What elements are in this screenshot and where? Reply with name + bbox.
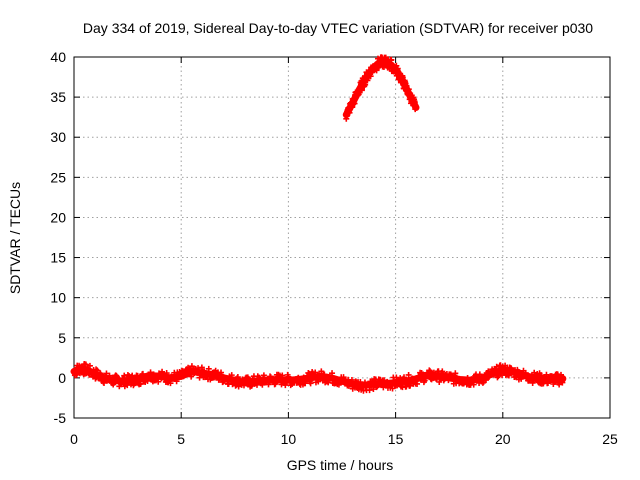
- y-axis-label: SDTVAR / TECUs: [7, 182, 23, 294]
- data-point: [300, 374, 307, 381]
- data-point: [399, 74, 406, 81]
- y-tick-label: 15: [50, 250, 66, 266]
- data-point: [279, 372, 286, 379]
- data-point: [538, 372, 545, 379]
- data-point: [370, 386, 377, 393]
- data-point: [543, 371, 550, 378]
- data-point: [167, 380, 174, 387]
- data-point: [110, 379, 117, 386]
- data-point: [430, 369, 437, 376]
- data-point: [195, 367, 202, 374]
- data-point: [248, 382, 255, 389]
- data-point: [97, 371, 104, 378]
- y-tick-label: -5: [54, 410, 67, 426]
- series: [70, 361, 567, 394]
- data-point: [205, 365, 212, 372]
- x-tick-label: 25: [602, 431, 618, 447]
- data-point: [401, 376, 408, 383]
- y-tick-label: 5: [58, 330, 66, 346]
- x-tick-label: 0: [70, 431, 78, 447]
- data-point: [137, 381, 144, 388]
- data-point: [417, 376, 424, 383]
- data-point: [254, 381, 261, 388]
- data-point: [346, 109, 353, 116]
- data-point: [329, 370, 336, 377]
- data-point: [312, 369, 319, 376]
- data-point: [155, 378, 162, 385]
- data-point: [139, 370, 146, 377]
- y-tick-label: 10: [50, 290, 66, 306]
- data-point: [351, 100, 358, 107]
- x-axis-label: GPS time / hours: [287, 457, 394, 473]
- data-series: [70, 54, 567, 394]
- data-point: [348, 376, 355, 383]
- data-point: [163, 370, 170, 377]
- data-point: [464, 374, 471, 381]
- data-point: [414, 380, 421, 387]
- data-point: [388, 56, 395, 63]
- series: [342, 54, 420, 122]
- data-point: [228, 372, 235, 379]
- data-point: [452, 370, 459, 377]
- data-point: [412, 103, 419, 110]
- x-tick-label: 10: [281, 431, 297, 447]
- y-tick-label: 30: [50, 129, 66, 145]
- plot-frame: [73, 56, 611, 419]
- x-tick-label: 20: [495, 431, 511, 447]
- data-point: [362, 81, 369, 88]
- data-point: [173, 378, 180, 385]
- data-point: [188, 373, 195, 380]
- data-point: [405, 371, 412, 378]
- data-point: [482, 377, 489, 384]
- data-point: [559, 379, 566, 386]
- data-point: [307, 380, 314, 387]
- data-point: [470, 381, 477, 388]
- y-tick-label: 40: [50, 49, 66, 65]
- data-point: [103, 370, 110, 377]
- data-point: [86, 362, 93, 369]
- x-tick-label: 15: [388, 431, 404, 447]
- data-point: [73, 371, 80, 378]
- data-point: [445, 377, 452, 384]
- data-point: [490, 371, 497, 378]
- y-tick-label: 35: [50, 89, 66, 105]
- data-point: [82, 361, 89, 368]
- y-tick-label: 25: [50, 169, 66, 185]
- data-point: [505, 372, 512, 379]
- data-point: [321, 371, 328, 378]
- data-point: [367, 73, 374, 80]
- y-tick-label: 0: [58, 370, 66, 386]
- grid-lines: [74, 57, 610, 418]
- chart-title: Day 334 of 2019, Sidereal Day-to-day VTE…: [83, 20, 593, 36]
- y-tick-label: 20: [50, 209, 66, 225]
- data-point: [259, 381, 266, 388]
- data-point: [531, 369, 538, 376]
- data-point: [134, 372, 141, 379]
- data-point: [495, 373, 502, 380]
- x-tick-label: 5: [177, 431, 185, 447]
- data-point: [349, 104, 356, 111]
- data-point: [147, 369, 154, 376]
- data-point: [358, 87, 365, 94]
- data-point: [234, 374, 241, 381]
- data-point: [366, 387, 373, 394]
